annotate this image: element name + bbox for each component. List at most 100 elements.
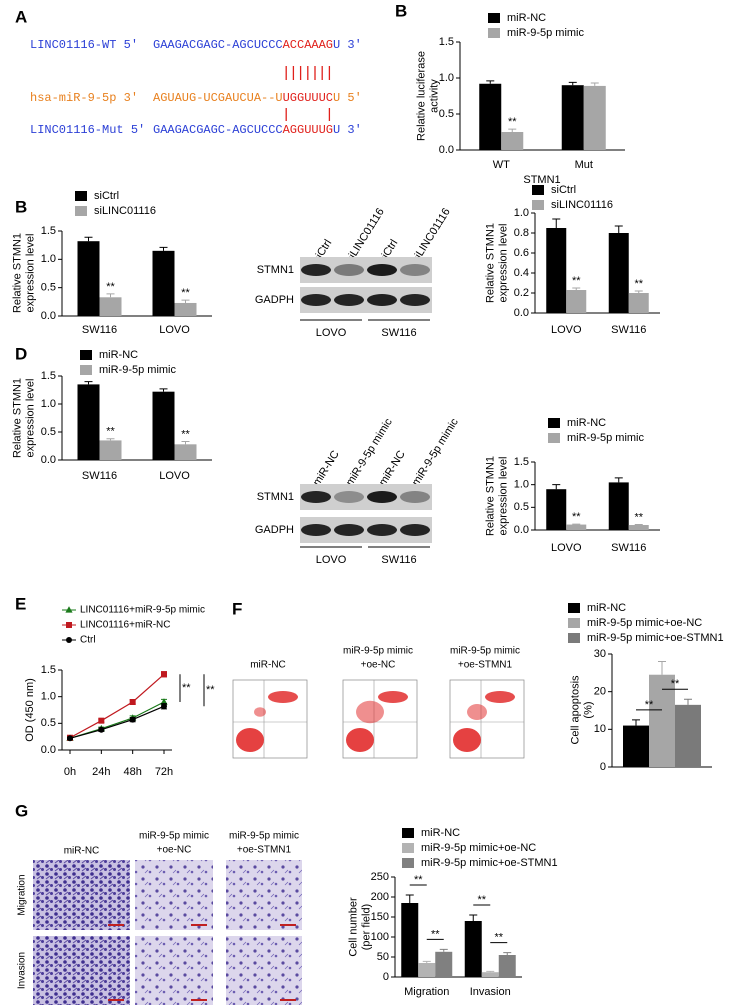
sequence-name: hsa-miR-9-5p 3': [30, 91, 138, 105]
error-bar: [405, 894, 414, 903]
y-tick-label: 0.0: [514, 524, 529, 536]
error-bar: [552, 218, 561, 228]
bar: [628, 293, 649, 313]
y-tick-label: 200: [371, 891, 389, 903]
error-bar: [508, 128, 517, 132]
bar: [608, 233, 629, 313]
event-cloud: [453, 728, 481, 752]
annotation: **: [431, 928, 440, 940]
marker: [98, 726, 105, 733]
lane-label: miR-9-5p mimic: [410, 416, 461, 488]
y-axis-label: OD (450 nm): [24, 678, 36, 742]
bar: [99, 297, 122, 316]
sequence: AGUAUG-UCGAUCUA--U: [153, 91, 283, 105]
x-tick-label: Migration: [404, 986, 449, 998]
legend-label: siCtrl: [551, 184, 576, 196]
blot-band: [367, 524, 397, 536]
legend-swatch: [488, 28, 500, 38]
legend-marker: [66, 622, 72, 628]
bar: [498, 955, 516, 977]
legend-label: miR-9-5p mimic+oe-STMN1: [587, 632, 724, 644]
flow-title: miR-9-5p mimic: [450, 646, 520, 657]
marker: [67, 735, 73, 742]
series-line: [69, 701, 165, 739]
x-tick-label: LOVO: [159, 324, 190, 336]
annotation: **: [634, 511, 643, 523]
flow-title: miR-9-5p mimic: [343, 646, 413, 657]
legend-label: miR-9-5p mimic: [507, 27, 585, 39]
annotation: **: [508, 116, 517, 128]
error-bar: [159, 246, 168, 251]
bar: [174, 444, 197, 460]
y-tick-label: 0.0: [439, 144, 454, 156]
sequence-end: U 3': [333, 38, 362, 52]
marker: [129, 716, 136, 723]
sequence: GAAGACGAGC-AGCUCCC: [153, 38, 283, 52]
series-line: [69, 673, 165, 739]
annotation: **: [206, 684, 215, 696]
panel-label: D: [15, 344, 27, 363]
y-tick-label: 0.8: [514, 227, 529, 239]
error-bar: [503, 952, 512, 955]
y-tick-label: 150: [371, 911, 389, 923]
error-bar: [159, 388, 168, 392]
bar: [152, 391, 175, 460]
error-bar: [181, 441, 190, 445]
legend-swatch: [532, 185, 544, 195]
y-tick-label: 100: [371, 931, 389, 943]
y-tick-label: 0.2: [514, 287, 529, 299]
y-axis-label: activity: [428, 79, 440, 113]
panel-label: G: [15, 801, 28, 820]
error-bar: [568, 81, 577, 86]
x-tick-label: SW116: [611, 324, 646, 336]
image-title: +oe-NC: [157, 845, 192, 856]
protein-label: GADPH: [255, 524, 294, 536]
micrograph: [226, 936, 302, 1005]
annotation: **: [572, 275, 581, 287]
x-tick-label: 48h: [123, 766, 141, 778]
error-bar: [658, 661, 666, 675]
legend-label: miR-NC: [421, 827, 460, 839]
group-label: SW116: [381, 554, 416, 566]
blot-band: [367, 294, 397, 306]
x-tick-label: Invasion: [470, 986, 511, 998]
x-tick-label: LOVO: [551, 542, 582, 554]
blot-band: [367, 264, 397, 276]
y-tick-label: 0.0: [41, 744, 56, 756]
bar: [566, 290, 587, 313]
y-tick-label: 0.5: [41, 717, 56, 729]
bar: [418, 963, 436, 977]
y-axis-label: Relative STMN1: [11, 233, 23, 313]
bar: [401, 903, 419, 977]
row-label: Invasion: [17, 952, 28, 989]
blot-band: [367, 491, 397, 503]
error-bar: [181, 299, 190, 303]
micrograph: [135, 860, 213, 930]
image-title: miR-9-5p mimic: [229, 831, 299, 842]
legend-swatch: [568, 603, 580, 613]
annotation: **: [181, 287, 190, 299]
micrograph: [33, 860, 130, 930]
bar: [77, 241, 100, 316]
bar: [546, 489, 567, 530]
lane-label: miR-NC: [377, 449, 408, 489]
image-title: miR-9-5p mimic: [139, 831, 209, 842]
error-bar: [684, 698, 692, 705]
annotation: **: [477, 894, 486, 906]
flow-title: miR-NC: [250, 660, 286, 671]
y-axis-label: expression level: [24, 379, 36, 458]
y-tick-label: 0.5: [41, 426, 56, 438]
y-tick-label: 1.5: [41, 664, 56, 676]
flow-title: +oe-NC: [361, 660, 396, 671]
annotation: **: [181, 428, 190, 440]
blot-band: [334, 524, 364, 536]
legend-swatch: [488, 13, 500, 23]
blot-band: [400, 491, 430, 503]
bar: [174, 302, 197, 316]
error-bar: [572, 287, 581, 290]
y-axis-label: expression level: [24, 234, 36, 313]
error-bar: [106, 293, 115, 298]
event-cloud: [346, 728, 374, 752]
marker: [160, 698, 168, 705]
bar: [608, 482, 629, 530]
